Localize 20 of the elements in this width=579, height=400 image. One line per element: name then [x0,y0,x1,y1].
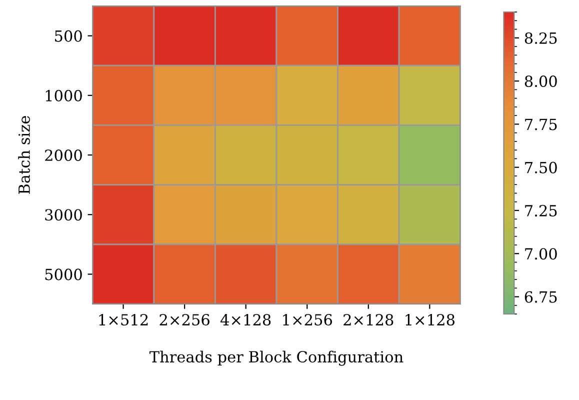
x-tick-label: 4×128 [220,314,271,326]
color-bar-label: 7.50 [525,162,557,174]
color-bar-label: 8.25 [524,32,557,44]
y-tick-label: 1000 [46,90,82,102]
x-tick-label: 1×256 [283,314,332,326]
color-bar-label: 7.00 [525,248,557,260]
x-tick-label: 2×128 [344,314,394,326]
color-bar-label: 8.00 [524,75,557,88]
y-tick-label: 2000 [45,149,82,162]
color-bar-label: 6.75 [524,291,557,303]
y-axis-title: Batch size [18,116,30,194]
x-tick-label: 2×256 [160,314,210,326]
x-tick-label: 1×128 [406,314,454,326]
color-bar-label: 7.25 [525,204,557,216]
color-bar-label: 7.75 [525,118,557,130]
x-axis-title: Threads per Block Configuration [149,350,404,366]
y-tick-label: 5000 [45,268,82,280]
x-tick-label: 1×512 [99,314,148,326]
y-tick-label: 3000 [45,209,82,221]
y-tick-label: 500 [55,30,82,42]
